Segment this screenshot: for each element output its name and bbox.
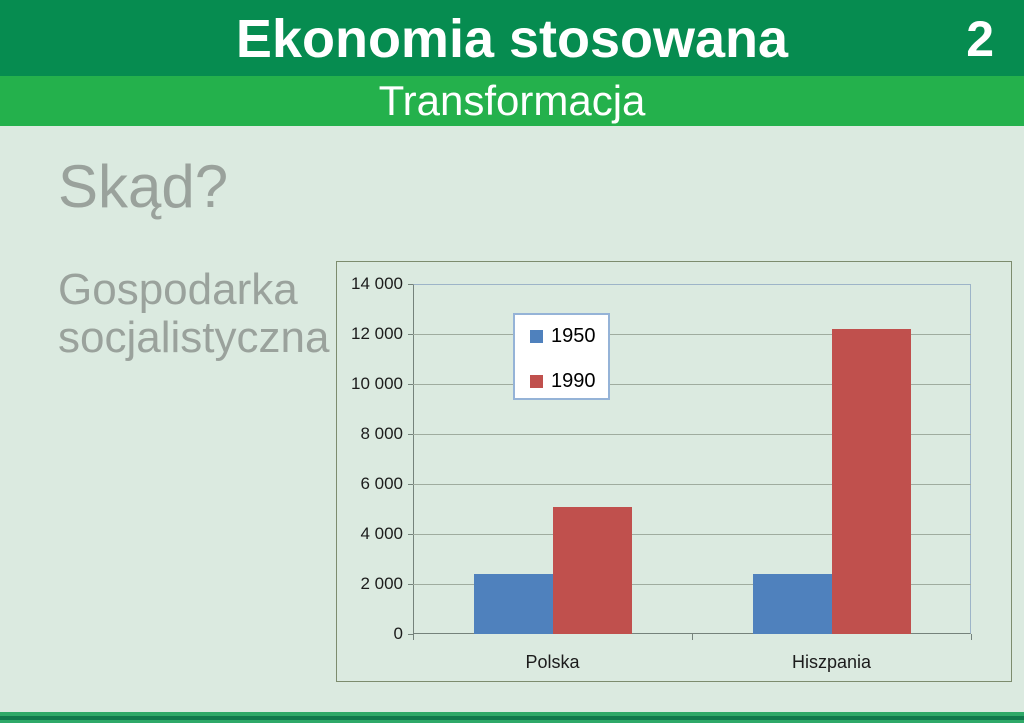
legend-label: 1950 (551, 325, 596, 347)
y-axis-tick (408, 534, 413, 535)
legend-swatch-icon (530, 329, 543, 343)
x-axis-tick (971, 634, 972, 640)
x-category-label: Polska (525, 652, 580, 672)
legend-label: 1990 (551, 370, 596, 392)
bar-hiszpania-1990 (831, 329, 911, 634)
plot-gridline (413, 434, 971, 435)
plot-gridline (413, 334, 971, 335)
plot-gridline (413, 534, 971, 535)
y-axis-tick (408, 334, 413, 335)
y-axis-tick (408, 284, 413, 285)
x-axis-tick (692, 634, 693, 640)
footer-bar (0, 712, 1024, 723)
legend-item-1990: 1990 (530, 370, 596, 392)
plot-gridline (413, 384, 971, 385)
chart-legend: 1950 1990 (513, 313, 610, 400)
y-axis-tick-label: 6 000 (360, 474, 403, 493)
y-axis-tick-label: 4 000 (360, 524, 403, 543)
plot-gridline (413, 584, 971, 585)
y-axis-tick-label: 14 000 (351, 274, 403, 293)
bar-chart: 1950 1990 0 2 000 4 000 6 000 8 000 10 000 12 0… (336, 261, 1012, 682)
body-text: Gospodarka socjalistyczna (58, 265, 330, 362)
y-axis-tick (408, 484, 413, 485)
y-axis-tick (408, 634, 413, 635)
header: Ekonomia stosowana 2 (0, 0, 1024, 76)
legend-swatch-icon (530, 374, 543, 388)
bar-hiszpania-1950 (752, 574, 832, 634)
y-axis-tick-label: 10 000 (351, 374, 403, 393)
subtitle: Transformacja (378, 77, 646, 124)
plot-area (413, 284, 971, 634)
legend-item-1950: 1950 (530, 325, 596, 347)
y-axis-tick (408, 584, 413, 585)
y-axis-tick-label: 0 (393, 624, 403, 643)
heading: Skąd? (58, 153, 229, 220)
x-axis-tick (413, 634, 414, 640)
y-axis-tick-label: 8 000 (360, 424, 403, 443)
subtitle-bar: Transformacja (0, 76, 1024, 126)
bar-polska-1990 (552, 506, 632, 634)
slide-title: Ekonomia stosowana (235, 9, 789, 69)
x-category-label: Hiszpania (791, 652, 872, 672)
y-axis-tick-label: 2 000 (360, 574, 403, 593)
bar-polska-1950 (473, 574, 553, 634)
y-axis-tick (408, 434, 413, 435)
plot-gridline (413, 484, 971, 485)
y-axis-tick (408, 384, 413, 385)
y-axis-tick-label: 12 000 (351, 324, 403, 343)
slide-number: 2 (966, 11, 994, 67)
